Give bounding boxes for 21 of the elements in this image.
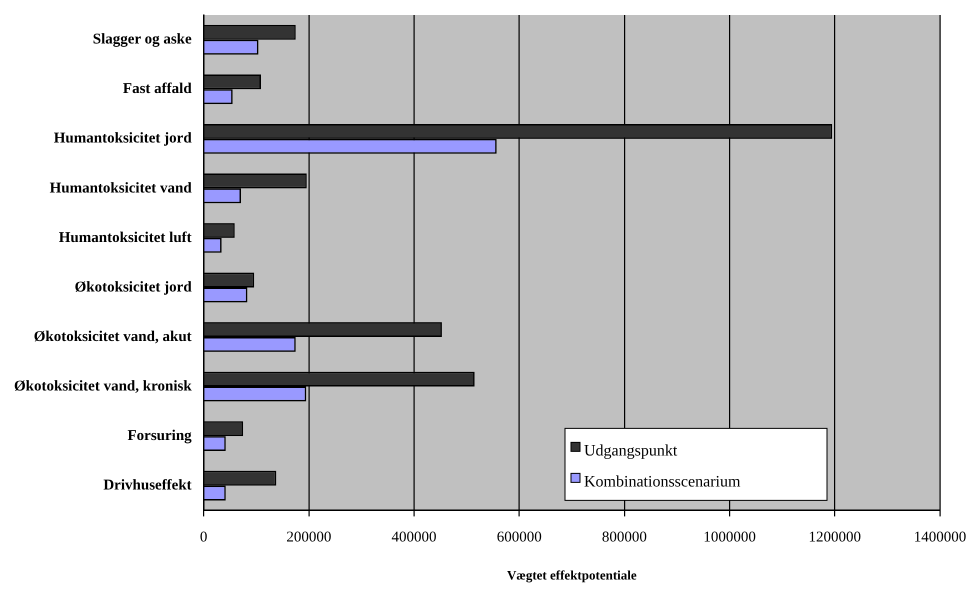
y-tick-label: Forsuring	[128, 428, 192, 444]
x-tick-label: 400000	[392, 529, 437, 546]
x-tick-label: 1200000	[808, 529, 862, 546]
y-tick-label: Humantoksicitet vand	[50, 180, 192, 196]
legend-label: Kombinationsscenarium	[584, 474, 741, 491]
y-tick-label: Drivhuseffekt	[103, 478, 192, 494]
x-tick-label: 0	[200, 529, 208, 546]
x-tick-label: 200000	[286, 529, 332, 546]
x-tick-label: 600000	[496, 529, 542, 546]
y-tick-label: Humantoksicitet jord	[54, 130, 192, 147]
y-tick-label: Økotoksicitet jord	[74, 279, 192, 296]
x-axis-title: Vægtet effektpotentiale	[507, 568, 637, 583]
y-tick-label: Økotoksicitet vand, kronisk	[14, 378, 192, 394]
legend-label: Udgangspunkt	[584, 442, 678, 460]
y-tick-label: Fast affald	[122, 81, 192, 98]
x-tick-label: 1000000	[703, 529, 756, 546]
x-tick-label: 1400000	[914, 529, 966, 546]
x-tick-label: 800000	[602, 529, 647, 546]
y-tick-label: Slagger og aske	[92, 32, 192, 48]
y-tick-label: Humantoksicitet luft	[58, 230, 192, 246]
y-tick-label: Økotoksicitet vand, akut	[34, 328, 192, 345]
